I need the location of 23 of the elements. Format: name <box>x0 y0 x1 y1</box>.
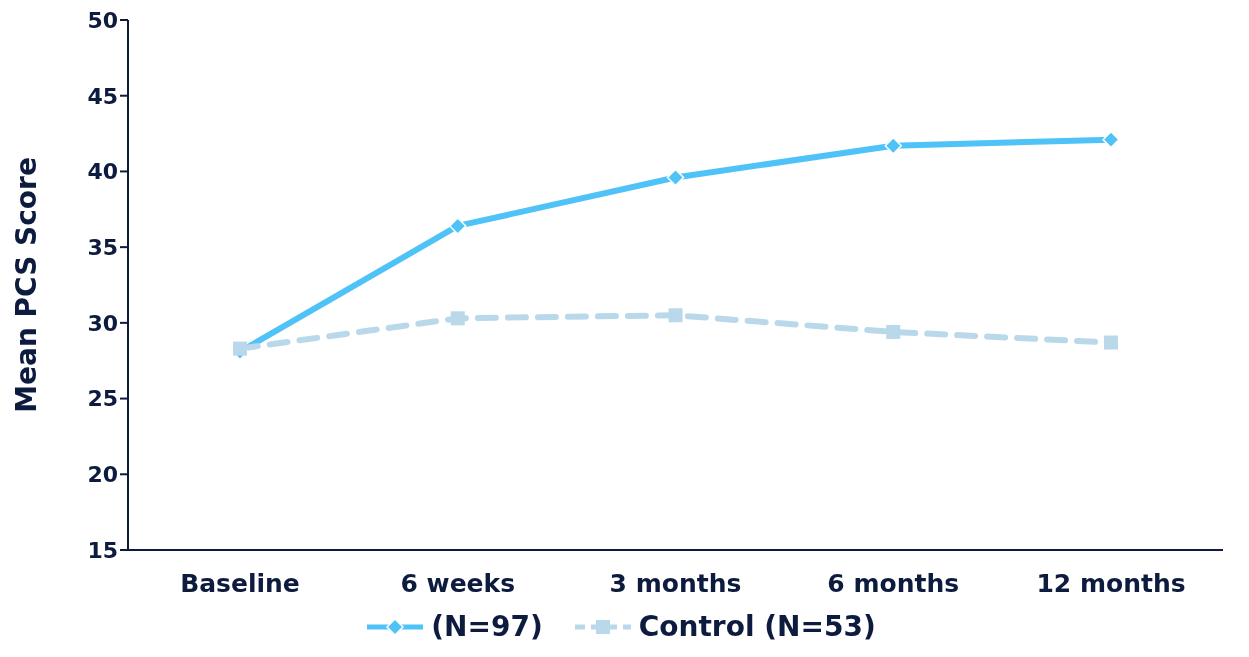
point <box>233 341 247 356</box>
point <box>1104 335 1118 350</box>
y-tick-label: 45 <box>87 83 118 109</box>
x-tick-label: Baseline <box>180 568 300 598</box>
x-tick-label: 3 months <box>609 568 742 598</box>
point <box>666 168 685 187</box>
y-tick-label: 40 <box>87 159 118 185</box>
point <box>450 311 465 326</box>
x-tick-label: 6 months <box>827 568 960 598</box>
y-tick-label: 50 <box>87 7 118 33</box>
y-tick-label: 25 <box>87 386 118 412</box>
y-axis-title: Mean PCS Score <box>9 157 43 413</box>
point <box>886 324 901 339</box>
y-tick-label: 30 <box>87 310 118 336</box>
y-tick-label: 35 <box>87 234 118 260</box>
point <box>449 217 467 235</box>
point <box>668 308 683 323</box>
legend-label: (N=97) <box>431 610 543 643</box>
x-tick-label: 12 months <box>1036 568 1186 598</box>
x-tick-label: 6 weeks <box>400 568 516 598</box>
legend-label: Control (N=53) <box>638 610 876 643</box>
y-tick-label: 20 <box>87 462 118 488</box>
y-tick-label: 15 <box>87 537 118 563</box>
